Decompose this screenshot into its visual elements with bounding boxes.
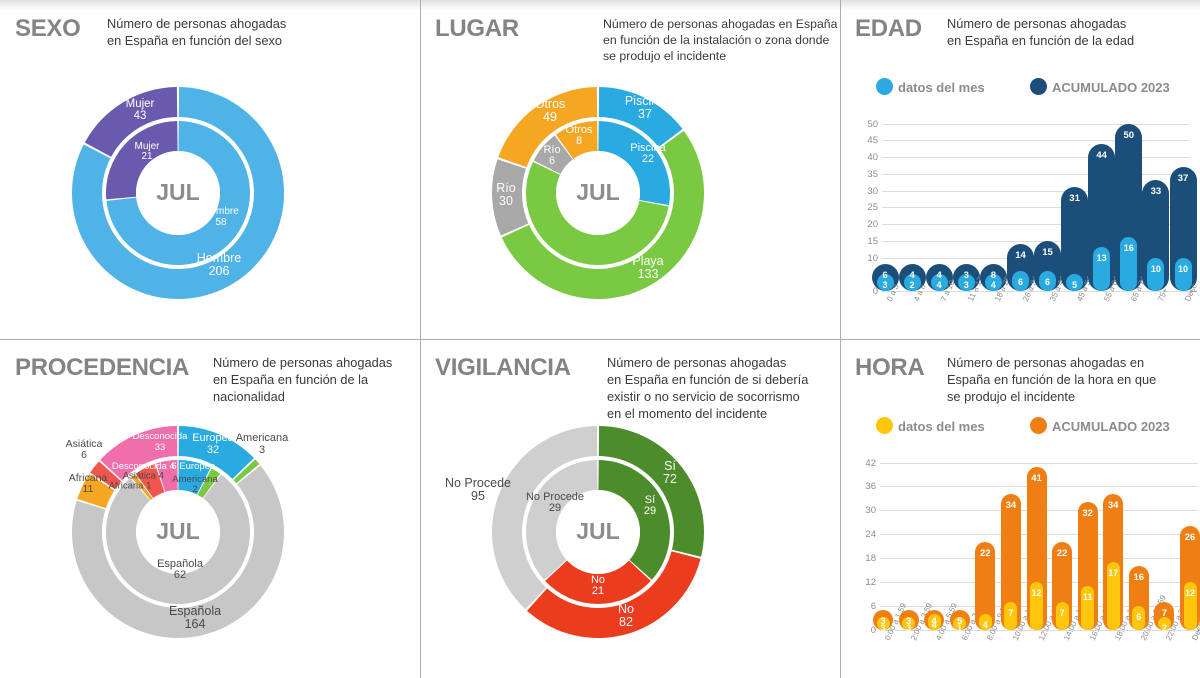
svg-text:Hombre: Hombre xyxy=(197,251,242,265)
svg-text:82: 82 xyxy=(619,615,633,629)
svg-text:21: 21 xyxy=(592,585,604,597)
svg-text:43: 43 xyxy=(134,110,147,122)
svg-text:11: 11 xyxy=(83,483,94,495)
svg-text:58: 58 xyxy=(215,217,227,228)
svg-text:Hombre: Hombre xyxy=(203,206,239,217)
svg-text:JUL: JUL xyxy=(576,518,619,544)
svg-text:No Procede: No Procede xyxy=(445,476,511,490)
svg-text:8: 8 xyxy=(576,135,582,147)
svg-text:164: 164 xyxy=(185,617,206,631)
svg-text:No: No xyxy=(618,602,634,616)
svg-text:29: 29 xyxy=(549,502,561,514)
svg-text:133: 133 xyxy=(638,267,659,281)
svg-text:Mujer: Mujer xyxy=(126,98,155,110)
svg-text:22: 22 xyxy=(642,153,654,165)
svg-text:32: 32 xyxy=(207,444,219,456)
svg-text:JUL: JUL xyxy=(156,179,199,205)
svg-text:206: 206 xyxy=(209,264,230,278)
svg-text:37: 37 xyxy=(638,107,652,121)
svg-text:2: 2 xyxy=(192,484,197,495)
svg-text:6: 6 xyxy=(81,449,87,461)
svg-text:95: 95 xyxy=(471,489,485,503)
svg-text:Río: Río xyxy=(496,181,516,195)
svg-text:49: 49 xyxy=(543,110,557,124)
svg-text:72: 72 xyxy=(663,472,677,486)
svg-text:62: 62 xyxy=(174,569,186,581)
svg-text:Otros: Otros xyxy=(535,97,566,111)
svg-text:21: 21 xyxy=(141,151,153,162)
svg-text:Piscina: Piscina xyxy=(625,94,665,108)
svg-text:30: 30 xyxy=(499,194,513,208)
svg-text:33: 33 xyxy=(155,442,166,453)
svg-text:Africana 1: Africana 1 xyxy=(109,480,152,491)
svg-text:JUL: JUL xyxy=(576,179,619,205)
svg-text:Desconocida 4: Desconocida 4 xyxy=(112,461,175,472)
svg-text:6 Europea: 6 Europea xyxy=(171,461,216,472)
svg-text:Desconocida: Desconocida xyxy=(133,431,189,442)
svg-text:Playa: Playa xyxy=(632,254,663,268)
svg-text:Sí: Sí xyxy=(664,459,676,473)
svg-text:Europea: Europea xyxy=(192,432,234,444)
svg-text:Americana: Americana xyxy=(236,432,289,444)
svg-text:JUL: JUL xyxy=(156,518,199,544)
svg-text:29: 29 xyxy=(644,505,656,517)
svg-text:6: 6 xyxy=(549,155,555,167)
svg-text:43: 43 xyxy=(589,220,601,232)
svg-text:3: 3 xyxy=(259,444,265,456)
svg-text:Española: Española xyxy=(169,604,221,618)
